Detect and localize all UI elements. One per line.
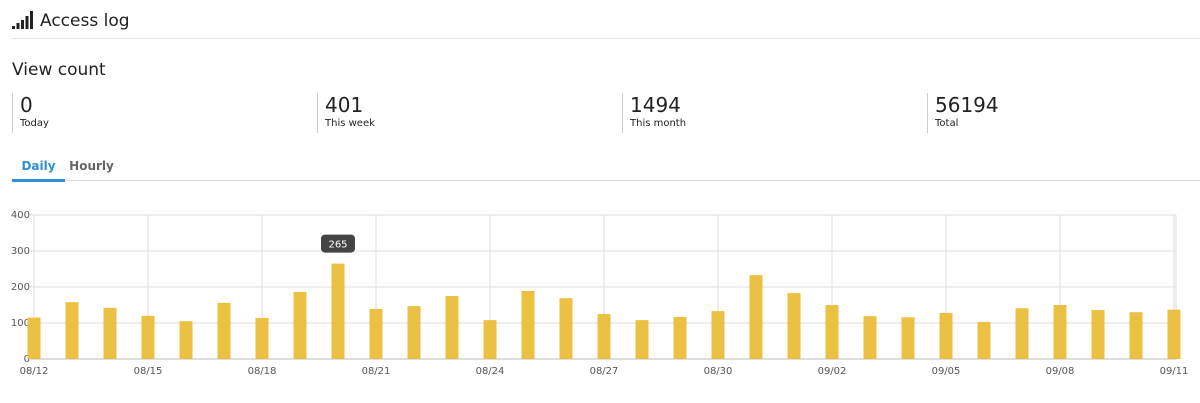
x-tick-label: 08/21 (362, 366, 391, 377)
bar (1129, 312, 1143, 359)
y-tick-label: 100 (11, 318, 30, 329)
bar (369, 308, 383, 359)
bar (293, 292, 307, 359)
bar (749, 275, 763, 359)
tab[interactable]: Daily (12, 152, 65, 182)
bar (217, 302, 231, 359)
bar (711, 311, 725, 359)
header: Access log (12, 8, 1200, 39)
bar (1167, 309, 1181, 359)
tooltip (321, 234, 355, 253)
x-tick-label: 08/27 (590, 366, 619, 377)
tooltip-text: 265 (328, 240, 347, 251)
bar (1091, 310, 1105, 359)
chart: 0 100 200 300 400 08/12 08/15 08/18 08/21 08/24 08… (11, 210, 1189, 377)
y-tick-label: 0 (24, 354, 30, 365)
stat-value: 0 (20, 93, 33, 117)
stat-value: 56194 (935, 93, 999, 117)
bar (407, 306, 421, 359)
bar (939, 312, 953, 359)
signal-icon (12, 11, 33, 29)
stat: 0 Today (12, 93, 49, 133)
x-tick-label: 09/05 (932, 366, 961, 377)
bar (977, 321, 991, 359)
x-tick-label: 09/11 (1160, 366, 1189, 377)
bar (179, 321, 193, 359)
stat: 401 This week (317, 93, 375, 133)
x-tick-label: 08/12 (20, 366, 49, 377)
stat: 56194 Total (927, 93, 999, 133)
x-tick-label: 08/15 (134, 366, 163, 377)
stat-label: This month (630, 118, 687, 129)
bar (483, 320, 497, 359)
y-tick-label: 200 (11, 282, 30, 293)
y-tick-label: 300 (11, 246, 30, 257)
stat: 1494 This month (622, 93, 686, 133)
stat-label: Total (935, 118, 959, 129)
bar (331, 263, 345, 359)
bar (559, 298, 573, 359)
bar (673, 316, 687, 359)
x-tick-label: 08/18 (248, 366, 277, 377)
bar (1053, 305, 1067, 359)
tab[interactable]: Hourly (69, 159, 114, 173)
bar (901, 317, 915, 359)
stat-label: Today (20, 118, 49, 129)
bar (65, 302, 79, 359)
bar (521, 290, 535, 359)
bar (863, 316, 877, 359)
bar (1015, 308, 1029, 359)
tabs: Daily Hourly (12, 152, 1200, 182)
y-tick-label: 400 (11, 210, 30, 221)
section-title: View count (12, 60, 106, 80)
bar (141, 315, 155, 359)
x-tick-label: 09/08 (1046, 366, 1075, 377)
bar (255, 317, 269, 359)
stat-label: This week (325, 118, 375, 129)
bar (103, 307, 117, 359)
x-tick-label: 08/24 (476, 366, 505, 377)
stat-value: 401 (325, 93, 364, 117)
bar (445, 296, 459, 359)
x-tick-label: 08/30 (704, 366, 733, 377)
bar (787, 293, 801, 359)
bar (27, 317, 41, 359)
bar (635, 320, 649, 359)
bar (597, 314, 611, 359)
bar (825, 305, 839, 359)
stat-value: 1494 (630, 93, 681, 117)
header-title: Access log (40, 11, 130, 31)
x-tick-label: 09/02 (818, 366, 847, 377)
